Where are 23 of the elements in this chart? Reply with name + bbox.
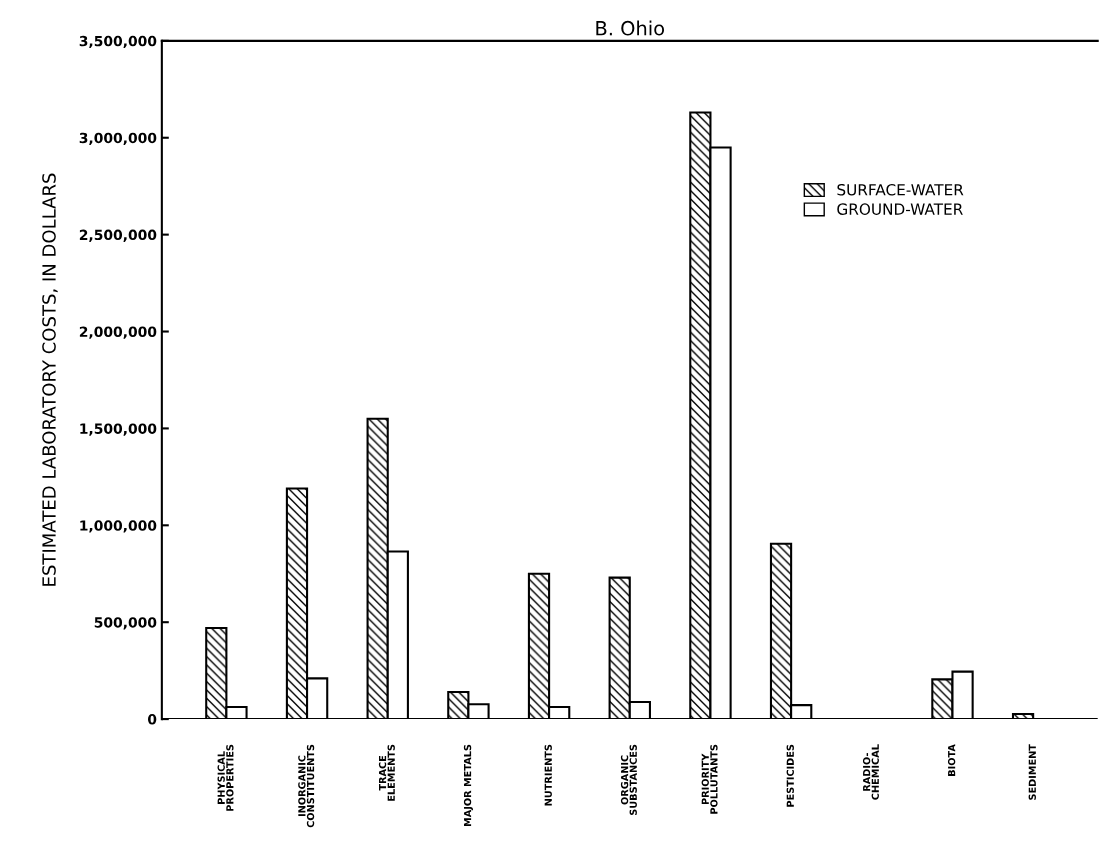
chart-title: B. Ohio: [596, 20, 665, 36]
x-tick-label: PESTICIDES: [786, 744, 794, 807]
y-tick-label: 1,000,000: [80, 520, 157, 533]
legend-label: SURFACE-WATER: [837, 183, 964, 196]
x-tick-label: BIOTA: [947, 744, 956, 776]
y-tick-label: 3,500,000: [79, 35, 157, 49]
x-tick-label: PRIORITY POLLUTANTS: [701, 744, 718, 814]
y-axis-title: ESTIMATED LABORATORY COSTS, IN DOLLARS: [42, 173, 58, 586]
x-tick-label: SEDIMENT: [1028, 744, 1036, 800]
x-tick-label: NUTRIENTS: [544, 744, 552, 806]
x-tick-label: ORGANIC SUBSTANCES: [620, 744, 637, 816]
legend-label: GROUND-WATER: [837, 203, 963, 215]
y-tick-label: 2,500,000: [79, 229, 157, 242]
x-tick-label: PHYSICAL PROPERTIES: [217, 744, 234, 811]
x-tick-label: TRACE ELEMENTS: [378, 744, 395, 801]
y-tick-label: 3,000,000: [79, 132, 157, 145]
x-tick-label: RADIO- CHEMICAL: [862, 744, 879, 800]
y-tick-label: 0: [147, 714, 157, 725]
y-tick-label: 500,000: [94, 617, 157, 630]
x-tick-label: INORGANIC CONSTITUENTS: [298, 744, 315, 828]
x-tick-label: MAJOR METALS: [463, 744, 474, 827]
y-tick-label: 1,500,000: [80, 423, 157, 436]
y-tick-label: 2,000,000: [79, 326, 157, 339]
